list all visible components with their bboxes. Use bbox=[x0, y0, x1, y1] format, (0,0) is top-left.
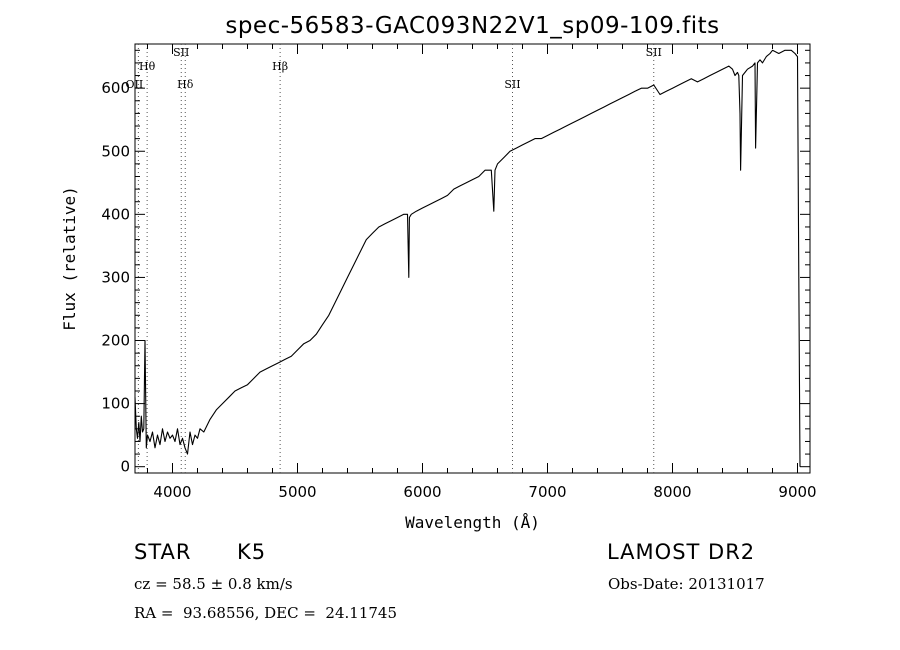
y-tick-label: 0 bbox=[120, 458, 130, 476]
x-tick-label: 9000 bbox=[778, 483, 816, 501]
x-tick-label: 4000 bbox=[153, 483, 191, 501]
x-tick-label: 6000 bbox=[403, 483, 441, 501]
coordinates: RA = 93.68556, DEC = 24.11745 bbox=[134, 604, 398, 622]
y-tick-label: 500 bbox=[101, 142, 130, 160]
y-axis-label: Flux (relative) bbox=[60, 186, 79, 331]
y-tick-label: 300 bbox=[101, 268, 130, 286]
line-marker-label: SII bbox=[173, 46, 189, 59]
line-marker-label: Hδ bbox=[177, 78, 194, 91]
redshift-line: cz = 58.5 ± 0.8 km/s bbox=[134, 575, 293, 593]
obs-date: Obs-Date: 20131017 bbox=[608, 575, 765, 593]
line-marker-label: Hβ bbox=[272, 60, 288, 73]
plot-frame bbox=[134, 43, 811, 474]
y-tick-label: 400 bbox=[101, 205, 130, 223]
line-marker-label: SII bbox=[646, 46, 662, 59]
y-tick-label: 100 bbox=[101, 395, 130, 413]
survey-label: LAMOST DR2 bbox=[607, 540, 756, 564]
line-marker-label: Hθ bbox=[139, 60, 156, 73]
line-marker-label: SII bbox=[504, 78, 520, 91]
object-class: STAR bbox=[134, 540, 192, 564]
object-subclass: K5 bbox=[237, 540, 267, 564]
line-marker-label: OII bbox=[126, 78, 144, 91]
y-tick-label: 200 bbox=[101, 332, 130, 350]
x-axis-label: Wavelength (Å) bbox=[405, 513, 540, 532]
x-tick-label: 7000 bbox=[528, 483, 566, 501]
x-tick-label: 5000 bbox=[278, 483, 316, 501]
spectrum-line bbox=[134, 49, 801, 467]
x-tick-label: 8000 bbox=[653, 483, 691, 501]
y-tick-label: 600 bbox=[101, 79, 130, 97]
chart-title: spec-56583-GAC093N22V1_sp09-109.fits bbox=[225, 13, 719, 39]
